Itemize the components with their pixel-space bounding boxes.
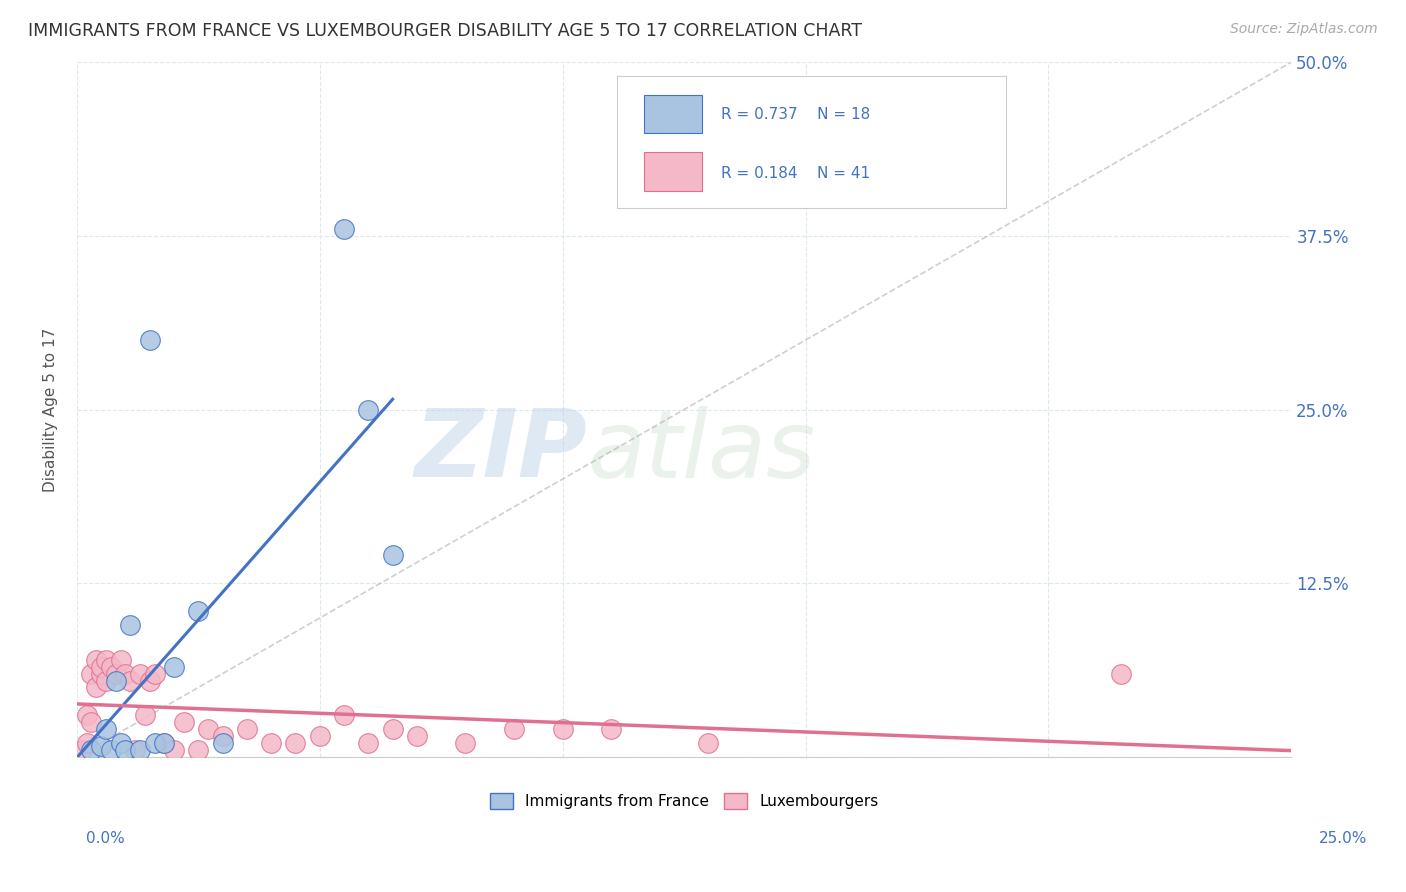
Y-axis label: Disability Age 5 to 17: Disability Age 5 to 17 [44,327,58,491]
Point [114,743,136,757]
Point [114,666,136,681]
Point [187,604,209,618]
Point [129,666,152,681]
Legend: Immigrants from France, Luxembourgers: Immigrants from France, Luxembourgers [484,787,884,815]
Point [124,743,146,757]
FancyBboxPatch shape [617,76,1005,208]
Point [129,743,152,757]
Text: atlas: atlas [586,406,815,497]
Text: IMMIGRANTS FROM FRANCE VS LUXEMBOURGER DISABILITY AGE 5 TO 17 CORRELATION CHART: IMMIGRANTS FROM FRANCE VS LUXEMBOURGER D… [28,22,862,40]
Point [84,681,107,695]
Point [163,659,186,673]
Point [80,743,103,757]
Point [260,736,283,750]
Point [551,722,574,736]
Point [187,743,209,757]
Point [138,333,160,347]
Point [120,673,142,688]
Point [90,739,112,753]
Point [697,736,720,750]
Point [197,722,219,736]
Point [110,736,132,750]
Point [104,666,127,681]
Point [153,736,176,750]
Text: 25.0%: 25.0% [1319,831,1367,846]
Point [454,736,477,750]
Point [90,659,112,673]
Point [134,708,156,723]
Point [308,729,330,743]
Point [236,722,259,736]
Text: Source: ZipAtlas.com: Source: ZipAtlas.com [1230,22,1378,37]
Point [381,722,404,736]
Point [80,666,103,681]
Point [76,736,98,750]
FancyBboxPatch shape [644,153,703,191]
Point [76,708,98,723]
Point [503,722,526,736]
Point [100,743,122,757]
Point [143,736,166,750]
Point [94,722,117,736]
Point [284,736,307,750]
Point [110,653,132,667]
Point [600,722,623,736]
Point [333,708,356,723]
Point [406,729,429,743]
Point [143,666,166,681]
Point [80,715,103,730]
Point [120,618,142,632]
Text: 0.0%: 0.0% [86,831,125,846]
Point [173,715,195,730]
Text: R = 0.184    N = 41: R = 0.184 N = 41 [720,166,870,181]
Point [357,736,380,750]
Point [357,402,380,417]
Point [163,743,186,757]
Point [1111,666,1133,681]
Point [100,659,122,673]
Point [84,653,107,667]
Text: R = 0.737    N = 18: R = 0.737 N = 18 [720,107,870,121]
Point [138,673,160,688]
Point [153,736,176,750]
Point [94,653,117,667]
Text: ZIP: ZIP [415,405,586,497]
FancyBboxPatch shape [644,95,703,133]
Point [381,549,404,563]
Point [104,673,127,688]
Point [333,222,356,236]
Point [70,743,93,757]
Point [211,736,233,750]
Point [90,666,112,681]
Point [94,673,117,688]
Point [211,729,233,743]
